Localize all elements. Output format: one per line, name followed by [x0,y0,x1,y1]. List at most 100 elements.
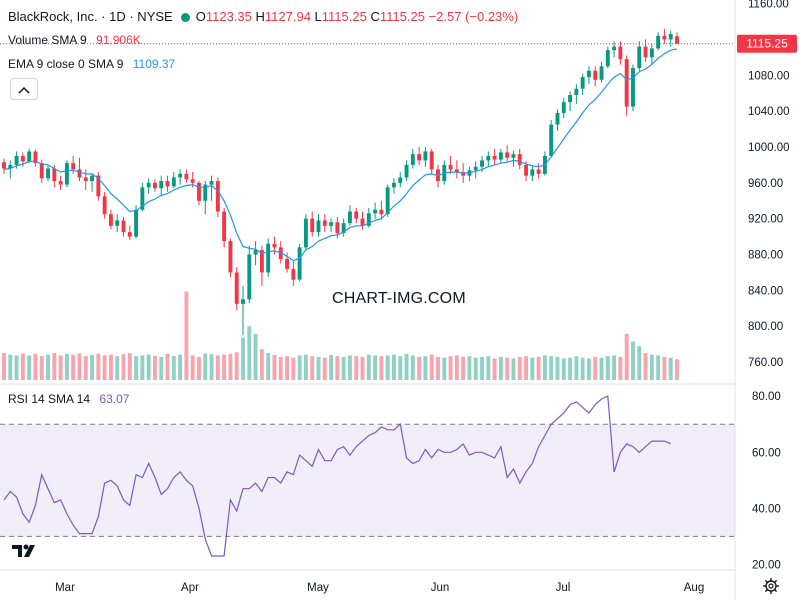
volume-bar [637,346,642,380]
volume-bar [197,356,201,380]
candle-body [184,173,189,180]
volume-bar [209,354,214,380]
volume-bar [58,355,63,380]
candle-body [555,112,560,125]
volume-bar [624,333,629,380]
ema-legend: EMA 9 close 0 SMA 9 1109.37 [8,57,175,71]
volume-bar [310,356,315,380]
volume-bar [83,356,88,380]
candle-body [259,250,264,273]
collapse-legend-button[interactable] [10,78,38,100]
candle-body [234,272,239,304]
volume-bar [285,356,289,380]
candle-body [586,70,591,78]
volume-bar [448,356,453,380]
candle-body [624,59,629,107]
candle-body [454,169,459,173]
candle-body [322,220,327,226]
volume-bar [178,354,183,380]
volume-bar [662,356,667,380]
candle-body [417,154,422,161]
candle-body [178,173,183,178]
volume-bar [165,353,170,380]
symbol-title[interactable]: BlackRock, Inc. · 1D · NYSE [8,9,173,24]
volume-bar [27,355,32,380]
time-tick-label: Jun [431,582,450,594]
candle-body [574,88,579,95]
candle-body [121,220,126,233]
candle-body [222,211,227,242]
volume-bar [241,337,245,380]
candle-body [329,222,334,226]
volume-bar [675,359,679,380]
volume-bar [555,356,560,380]
candle-body [448,164,453,170]
price-tick-label: 840.00 [748,285,783,297]
candle-body [247,254,252,300]
rsi-series-line [3,395,671,557]
price-tick-label: 1080.00 [748,70,790,82]
volume-bar [341,356,346,380]
volume-bar [291,357,296,380]
candle-body [90,175,95,182]
volume-bar [39,356,44,380]
volume-bar [385,355,390,380]
volume-bar [568,357,573,380]
candle-body [637,46,642,69]
candle-body [335,222,340,234]
volume-bar [329,355,334,380]
candle-body [530,169,535,176]
volume-bar [511,358,516,380]
volume-bar [71,354,76,380]
candle-body [153,182,157,189]
volume-bar [505,357,510,380]
rsi-tick-label: 60.00 [752,447,781,459]
volume-bar [517,356,522,380]
candle-body [134,209,139,237]
ema-value: 1109.37 [132,57,176,71]
volume-bar [366,354,371,380]
volume-bar [102,355,107,380]
volume-bars [2,291,679,380]
tradingview-logo-icon[interactable] [10,542,38,560]
price-tick-label: 800.00 [748,321,783,333]
candle-body [580,77,585,89]
rsi-label[interactable]: RSI 14 SMA 14 [8,392,91,406]
volume-bar [536,356,541,380]
candle-body [505,152,510,158]
settings-icon[interactable] [763,578,779,594]
candle-body [486,155,491,161]
ema-series-line [3,48,678,262]
candle-body [71,163,76,170]
last-price-tag-bg [737,34,797,53]
volume-label[interactable]: Volume SMA 9 [8,33,87,47]
candle-body [52,168,57,182]
volume-bar [203,353,208,380]
volume-bar [593,356,598,380]
volume-value: 91.906K [96,33,141,47]
volume-bar [473,357,478,380]
ema-line [3,48,678,262]
candle-body [392,182,396,188]
volume-bar [159,356,164,380]
volume-bar [215,355,220,380]
volume-bar [631,341,635,380]
candle-body [511,154,516,158]
candle-body [39,163,44,179]
volume-bar [14,355,19,380]
low-value: 1115.25 [321,9,367,24]
candle-body [461,172,466,176]
chevron-up-icon [18,86,30,94]
volume-bar [46,354,50,380]
volume-bar [228,353,233,380]
volume-bar [605,356,610,380]
volume-bar [266,353,271,380]
volume-bar [247,326,252,380]
volume-bar [190,355,195,380]
watermark: CHART-IMG.COM [332,290,466,307]
candle-body [297,247,302,280]
ema-label[interactable]: EMA 9 close 0 SMA 9 [8,57,124,71]
candle-body [379,209,384,215]
